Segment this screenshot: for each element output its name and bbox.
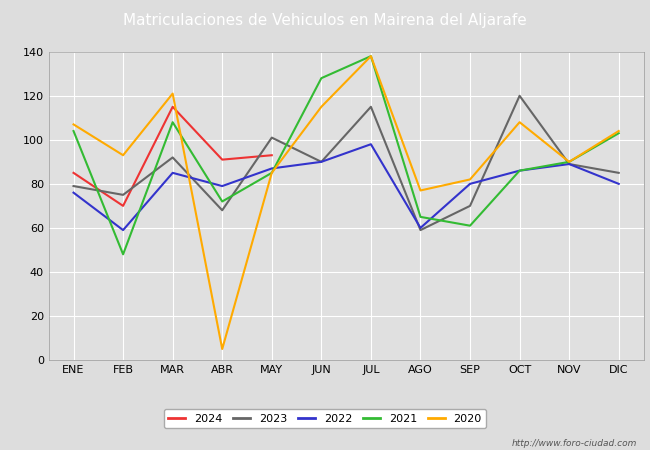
Legend: 2024, 2023, 2022, 2021, 2020: 2024, 2023, 2022, 2021, 2020 <box>164 409 486 428</box>
Text: Matriculaciones de Vehiculos en Mairena del Aljarafe: Matriculaciones de Vehiculos en Mairena … <box>123 13 527 28</box>
Text: http://www.foro-ciudad.com: http://www.foro-ciudad.com <box>512 439 637 448</box>
